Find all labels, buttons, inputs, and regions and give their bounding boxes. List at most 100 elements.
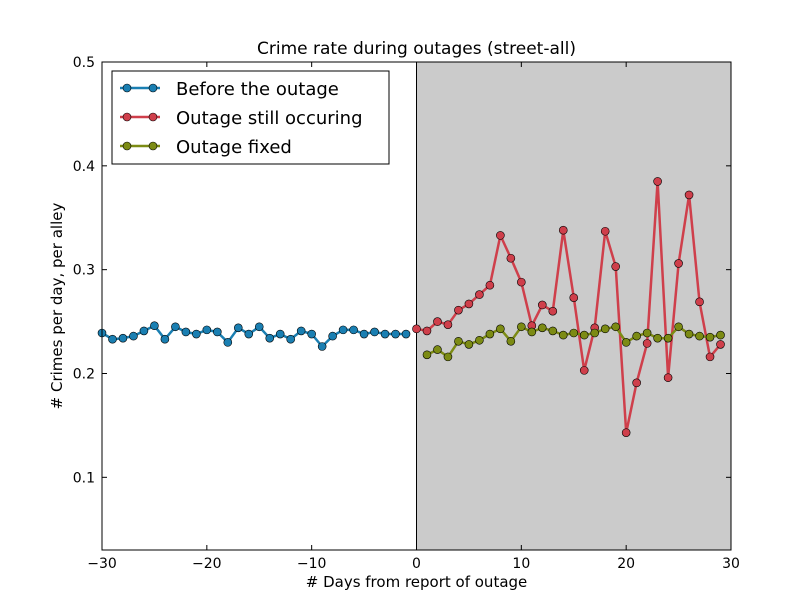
- legend-item: Outage still occuring: [120, 108, 363, 129]
- data-point: [139, 326, 149, 336]
- data-point: [579, 366, 589, 375]
- data-point: [349, 325, 358, 335]
- data-point: [600, 324, 610, 334]
- data-point: [611, 322, 620, 332]
- data-point: [317, 342, 327, 351]
- data-point: [296, 326, 306, 336]
- data-point: [129, 331, 138, 341]
- data-point: [642, 339, 652, 348]
- data-point: [537, 323, 547, 333]
- data-point: [475, 290, 484, 299]
- x-tick-label: 0: [412, 556, 421, 572]
- data-point: [663, 333, 673, 343]
- data-point: [642, 328, 652, 338]
- data-point: [569, 328, 579, 338]
- data-point: [338, 325, 348, 335]
- data-point: [181, 327, 191, 337]
- data-point: [412, 324, 421, 334]
- legend-marker: [148, 112, 158, 122]
- data-point: [223, 338, 233, 347]
- y-axis-label: # Crimes per day, per alley: [48, 203, 66, 410]
- legend-item: Before the outage: [120, 79, 339, 100]
- data-point: [485, 280, 495, 290]
- data-point: [569, 293, 579, 302]
- data-point: [275, 329, 285, 339]
- data-point: [359, 329, 369, 339]
- legend-marker: [122, 141, 132, 151]
- data-point: [537, 300, 547, 310]
- data-point: [695, 297, 704, 307]
- data-point: [464, 299, 474, 309]
- data-point: [307, 329, 316, 339]
- data-point: [496, 324, 505, 334]
- data-point: [632, 378, 641, 388]
- data-point: [118, 333, 128, 343]
- data-point: [517, 322, 526, 332]
- legend: Before the outage Outage still occuring Ou…: [111, 70, 390, 165]
- data-point: [506, 337, 516, 346]
- data-point: [370, 327, 379, 337]
- data-point: [443, 352, 453, 362]
- data-point: [443, 320, 453, 329]
- axis-ticks: −30 −20 −10 0 10 20 30 0.1 0.2 0.3 0.4 0.5: [73, 55, 740, 572]
- y-tick-label: 0.2: [73, 366, 95, 382]
- legend-marker: [122, 83, 132, 93]
- x-tick-label: 30: [722, 556, 740, 572]
- data-point: [254, 322, 264, 332]
- legend-marker: [148, 83, 158, 93]
- data-point: [265, 333, 275, 343]
- data-point: [422, 350, 432, 360]
- x-tick-label: 10: [512, 556, 530, 572]
- data-point: [380, 329, 390, 339]
- y-tick-label: 0.5: [73, 55, 95, 71]
- data-point: [548, 306, 558, 316]
- legend-label: Before the outage: [176, 79, 339, 100]
- data-point: [716, 330, 725, 340]
- data-point: [150, 321, 159, 331]
- data-point: [192, 329, 201, 339]
- data-point: [160, 334, 170, 344]
- data-point: [517, 277, 526, 287]
- series-layer: [97, 177, 725, 437]
- data-point: [558, 225, 568, 235]
- data-point: [244, 329, 254, 339]
- legend-label: Outage still occuring: [176, 108, 363, 129]
- data-point: [328, 331, 337, 341]
- data-point: [496, 231, 505, 240]
- data-point: [611, 262, 620, 271]
- data-point: [485, 329, 495, 339]
- series-3: [422, 322, 725, 362]
- data-point: [674, 259, 683, 268]
- x-tick-label: −10: [297, 556, 327, 572]
- data-point: [454, 337, 463, 346]
- data-point: [558, 330, 568, 340]
- data-point: [674, 322, 683, 332]
- x-tick-label: 20: [617, 556, 635, 572]
- x-tick-label: −20: [192, 556, 222, 572]
- data-point: [705, 332, 715, 342]
- x-tick-label: −30: [87, 556, 117, 572]
- y-tick-label: 0.4: [73, 159, 95, 175]
- y-tick-label: 0.3: [73, 263, 95, 279]
- data-point: [663, 373, 673, 382]
- data-point: [590, 328, 600, 338]
- data-point: [233, 323, 243, 333]
- data-point: [621, 338, 631, 347]
- data-point: [684, 329, 694, 339]
- data-point: [401, 329, 411, 339]
- data-point: [506, 253, 516, 263]
- x-axis-label: # Days from report of outage: [306, 573, 528, 591]
- data-point: [684, 190, 694, 200]
- data-point: [705, 352, 715, 362]
- data-point: [286, 334, 296, 344]
- data-point: [632, 331, 641, 341]
- data-point: [548, 326, 558, 336]
- data-point: [108, 334, 117, 344]
- legend-marker: [122, 112, 132, 122]
- data-point: [653, 333, 662, 343]
- legend-label: Outage fixed: [176, 137, 292, 158]
- data-point: [433, 317, 442, 326]
- data-point: [202, 325, 212, 335]
- data-point: [695, 331, 704, 341]
